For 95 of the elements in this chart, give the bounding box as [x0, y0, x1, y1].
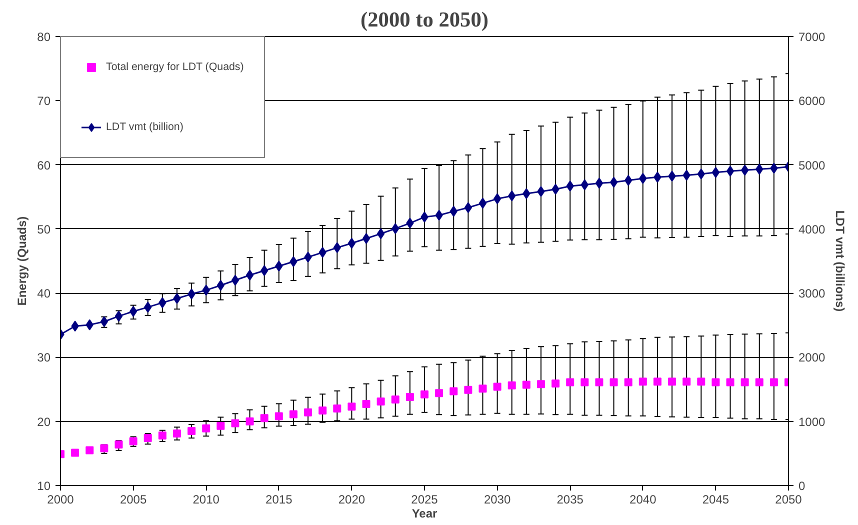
point: [304, 408, 312, 416]
x-tick-label: 2020: [338, 492, 366, 506]
point: [71, 448, 80, 457]
x-tick-label: 2010: [192, 492, 220, 506]
y2-tick-label: 2000: [798, 350, 826, 365]
y2-tick-label: 1000: [798, 414, 826, 429]
x-tick-label: 2030: [484, 492, 511, 506]
point: [668, 378, 676, 386]
point: [362, 232, 370, 244]
point: [726, 166, 734, 177]
point: [682, 378, 691, 386]
point: [348, 238, 356, 249]
point: [638, 378, 647, 386]
y2-tick-label: 5000: [798, 158, 826, 172]
point: [289, 410, 298, 418]
y-tick-label: 50: [37, 222, 51, 236]
point: [580, 378, 589, 386]
point: [435, 389, 444, 398]
point: [624, 378, 632, 386]
point: [246, 417, 254, 426]
y-tick-label: 40: [37, 286, 51, 301]
point: [172, 430, 181, 438]
x-tick-label: 2000: [47, 492, 74, 506]
point: [712, 166, 720, 178]
y2-tick-label: 4000: [798, 222, 826, 236]
point: [216, 422, 225, 430]
y-tick-label: 60: [37, 158, 51, 172]
point: [740, 378, 749, 386]
x-tick-label: 2035: [556, 492, 584, 506]
point: [508, 381, 516, 390]
point: [450, 387, 458, 396]
point: [362, 400, 370, 408]
legend-label: LDT vmt (billion): [106, 121, 184, 133]
point: [566, 378, 574, 386]
point: [536, 380, 545, 388]
y-tick-label: 70: [37, 94, 51, 108]
point: [86, 446, 94, 454]
y-tick-label: 10: [37, 479, 51, 493]
point: [129, 306, 138, 317]
point: [144, 434, 152, 442]
y2-tick-label: 6000: [798, 94, 826, 108]
x-tick-label: 2045: [702, 492, 730, 506]
x-tick-label: 2015: [266, 492, 293, 506]
point: [610, 176, 618, 188]
point: [610, 378, 618, 386]
y-tick-label: 80: [37, 30, 51, 44]
x-tick-label: 2025: [411, 492, 438, 506]
point: [420, 390, 428, 398]
point: [231, 274, 240, 286]
point: [493, 193, 502, 204]
y2-axis-title: LDT vmt (billions): [833, 210, 848, 312]
point: [188, 426, 196, 435]
point: [158, 431, 166, 440]
x-axis-title: Year: [412, 506, 438, 520]
y-tick-label: 20: [37, 414, 51, 429]
y2-tick-label: 7000: [798, 30, 826, 44]
point: [755, 378, 764, 386]
point: [478, 198, 487, 209]
y-axis-title: Energy (Quads): [15, 216, 30, 306]
point: [333, 404, 342, 413]
point: [318, 406, 327, 414]
x-tick-label: 2050: [775, 492, 802, 506]
point: [653, 378, 662, 386]
point: [595, 178, 604, 189]
point: [231, 419, 240, 428]
point: [493, 382, 502, 391]
chart-title: (2000 to 2050): [360, 8, 488, 32]
point: [464, 386, 472, 394]
point: [391, 396, 400, 404]
point: [697, 378, 706, 386]
point: [726, 378, 734, 386]
point: [202, 424, 210, 432]
point: [274, 412, 283, 420]
point: [770, 378, 778, 386]
point: [406, 392, 414, 401]
point: [522, 380, 530, 389]
point: [376, 228, 385, 240]
legend-label: Total energy for LDT (Quads): [106, 61, 244, 73]
point: [478, 384, 487, 393]
point: [712, 378, 720, 386]
point: [376, 397, 385, 406]
point: [464, 202, 472, 214]
point: [348, 402, 356, 411]
x-tick-label: 2005: [120, 492, 147, 506]
point: [114, 310, 123, 322]
y2-tick-label: 0: [798, 479, 806, 493]
point: [114, 440, 123, 448]
point: [260, 414, 268, 422]
point: [552, 380, 560, 388]
x-tick-label: 2040: [630, 492, 657, 506]
point: [740, 164, 749, 176]
point: [246, 270, 254, 281]
y-tick-label: 30: [37, 350, 51, 365]
point: [595, 378, 604, 386]
y2-tick-label: 3000: [798, 286, 826, 301]
